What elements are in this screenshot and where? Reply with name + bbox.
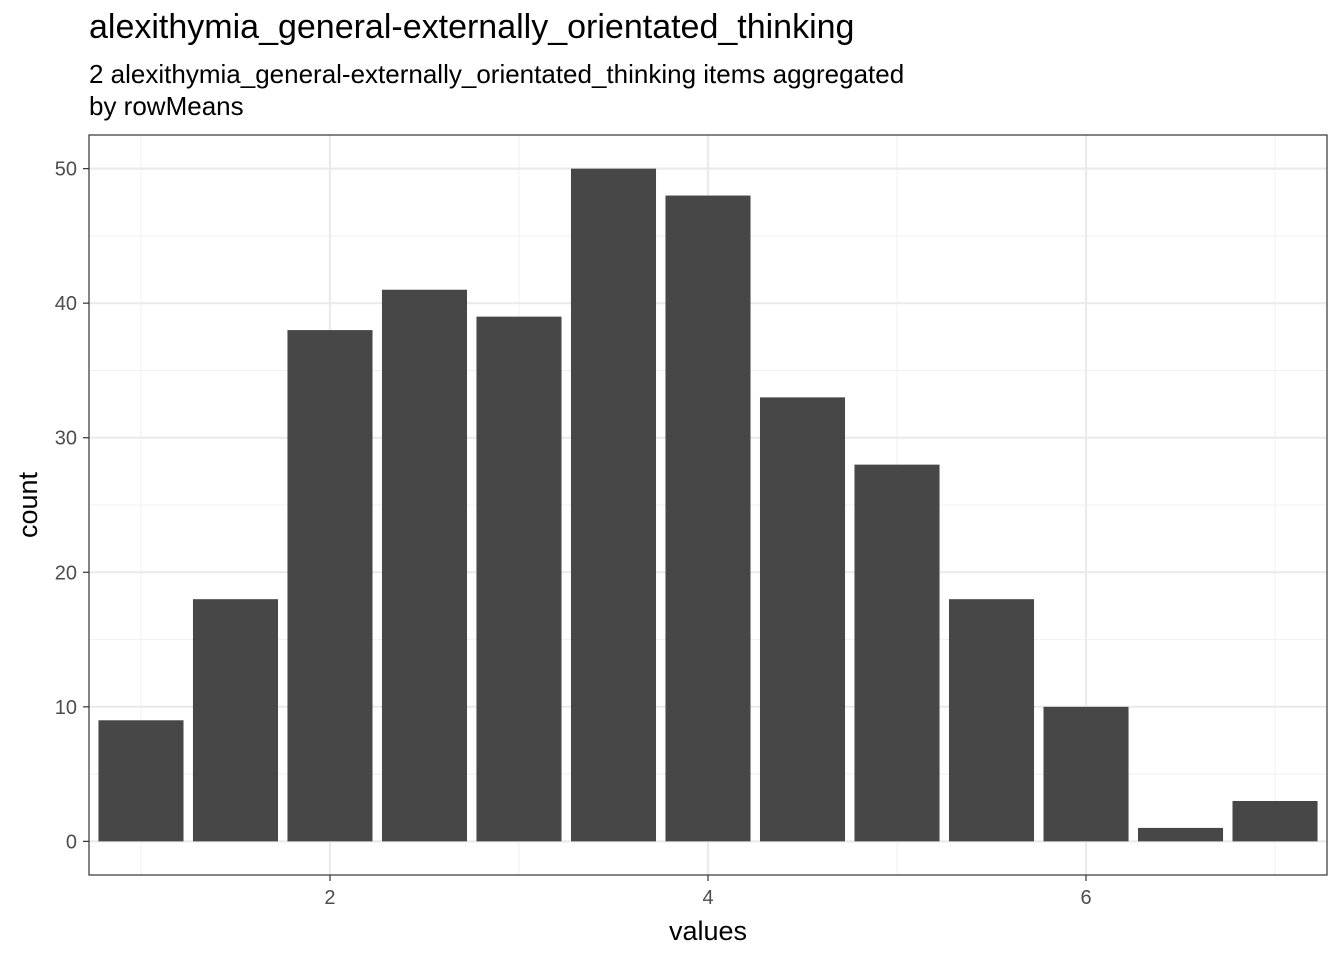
- bar: [287, 330, 373, 842]
- bar: [570, 168, 657, 842]
- bar: [1043, 706, 1129, 842]
- bar: [476, 316, 562, 842]
- y-axis-title: count: [13, 471, 43, 538]
- x-tick-label: 6: [1080, 887, 1091, 909]
- bars: [98, 168, 1318, 842]
- bar: [665, 195, 751, 842]
- axis-ticks: [83, 168, 1087, 881]
- bar: [948, 599, 1035, 842]
- y-tick-label: 50: [55, 159, 77, 181]
- bar: [854, 464, 940, 842]
- bar: [759, 397, 846, 842]
- bar: [192, 599, 279, 842]
- x-tick-label: 2: [324, 887, 335, 909]
- subtitle-line-1: 2 alexithymia_general-externally_orienta…: [89, 59, 905, 89]
- bar: [98, 720, 184, 842]
- tick-labels: 2 4 6 0 10 20 30 40 50: [55, 159, 1092, 909]
- y-tick-label: 0: [66, 831, 77, 853]
- chart-title: alexithymia_general-externally_orientate…: [89, 8, 855, 46]
- bar: [1137, 827, 1224, 842]
- y-tick-label: 20: [55, 562, 77, 584]
- y-tick-label: 10: [55, 697, 77, 719]
- subtitle-line-2: by rowMeans: [89, 91, 244, 121]
- x-axis-title: values: [669, 916, 747, 946]
- y-tick-label: 40: [55, 293, 77, 315]
- y-tick-label: 30: [55, 428, 77, 450]
- bar: [1232, 801, 1318, 842]
- chart-subtitle: 2 alexithymia_general-externally_orienta…: [89, 58, 1289, 122]
- x-tick-label: 4: [702, 887, 713, 909]
- bar: [381, 289, 468, 842]
